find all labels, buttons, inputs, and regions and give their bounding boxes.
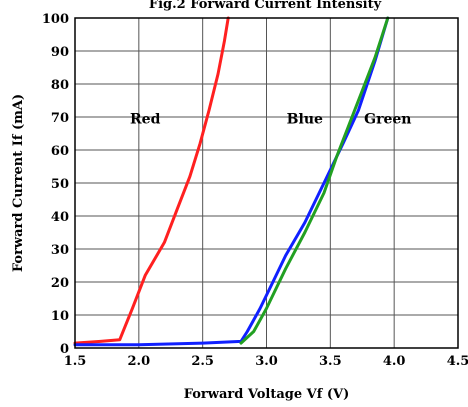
y-tick-label: 40: [51, 210, 69, 225]
x-tick-label: 2.0: [128, 354, 151, 369]
y-tick-label: 20: [51, 276, 69, 291]
y-tick-label: 50: [51, 177, 69, 192]
chart-title: Fig.2 Forward Current Intensity: [149, 0, 382, 12]
y-tick-label: 70: [51, 111, 69, 126]
y-tick-label: 0: [60, 342, 69, 357]
series-line-red: [73, 16, 230, 345]
x-tick-label: 1.5: [64, 354, 87, 369]
y-tick-label: 60: [51, 144, 69, 159]
tick-labels: 1.5 2.0 2.5 3.0 3.5 4.0 4.5 0 10 20 30 40 50 60 70 80 90…: [42, 12, 468, 369]
series-layer: [73, 16, 390, 347]
x-tick-label: 4.5: [447, 354, 468, 369]
x-tick-label: 3.0: [255, 354, 278, 369]
series-label-red: Red: [130, 112, 161, 128]
y-tick-label: 30: [51, 243, 69, 258]
y-axis-label: Forward Current If (mA): [11, 94, 26, 272]
y-tick-label: 80: [51, 78, 69, 93]
y-tick-label: 90: [51, 45, 69, 60]
x-tick-label: 3.5: [319, 354, 342, 369]
y-tick-label: 100: [42, 12, 69, 27]
series-label-green: Green: [364, 112, 411, 128]
x-tick-label: 2.5: [191, 354, 214, 369]
plot-frame: [74, 17, 459, 349]
x-tick-label: 4.0: [383, 354, 406, 369]
series-labels: Red Blue Green: [130, 112, 411, 128]
series-line-green: [239, 16, 390, 345]
series-line-blue: [73, 16, 390, 347]
y-tick-label: 10: [51, 309, 69, 324]
x-axis-label: Forward Voltage Vf (V): [184, 387, 350, 402]
series-label-blue: Blue: [287, 112, 323, 128]
